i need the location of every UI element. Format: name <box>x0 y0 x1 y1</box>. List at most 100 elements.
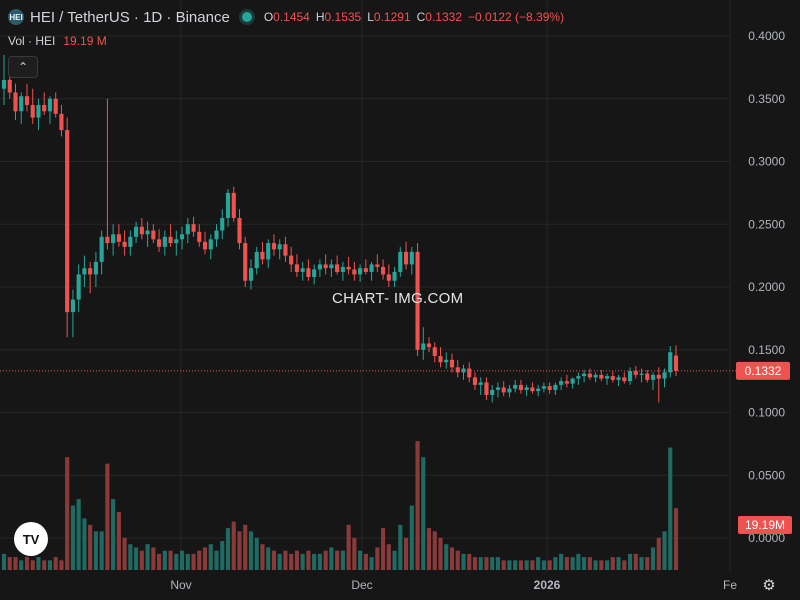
candle-body <box>134 226 139 237</box>
volume-value: 19.19 M <box>63 34 107 48</box>
candle-body <box>426 343 432 348</box>
volume-bar <box>335 550 340 570</box>
volume-bar <box>662 531 667 570</box>
candle-body <box>449 359 455 368</box>
candle-body <box>19 96 24 112</box>
candle-body <box>145 230 150 235</box>
volume-bar <box>70 505 75 570</box>
candle-body <box>421 343 426 350</box>
volume-bar <box>559 553 564 570</box>
candle-body <box>294 264 299 272</box>
volume-badge-label: 19.19M <box>745 518 785 532</box>
price-tick-label: 0.0500 <box>748 468 785 482</box>
price-axis[interactable]: 0.4000 0.3500 0.3000 0.2500 0.2000 0.1500 0.10… <box>736 29 792 545</box>
candle-body <box>593 374 598 378</box>
volume-bar <box>593 560 598 570</box>
volume-bar <box>214 550 219 570</box>
candle-body <box>381 266 386 275</box>
volume-bar <box>65 457 70 570</box>
candle-body <box>564 381 569 384</box>
volume-bar <box>484 557 489 570</box>
volume-bar <box>668 447 673 570</box>
candle-body <box>490 389 495 395</box>
candle-body <box>570 378 575 384</box>
volume-bar <box>518 560 523 570</box>
candle-body <box>467 368 472 378</box>
candle-body <box>157 239 162 247</box>
volume-bar <box>622 560 627 570</box>
candle-body <box>168 236 173 244</box>
candle-body <box>323 264 328 269</box>
volume-bar <box>237 531 242 570</box>
price-tick-label: 0.2500 <box>748 217 785 231</box>
price-tick-label: 0.0000 <box>748 531 785 545</box>
volume-name: Vol · HEI <box>8 34 56 48</box>
volume-bar <box>105 463 110 570</box>
tradingview-logo-icon[interactable]: TV <box>14 522 48 556</box>
volume-bar <box>501 560 506 570</box>
volume-bar <box>478 557 483 570</box>
candle-body <box>438 356 443 363</box>
candle-body <box>65 130 70 313</box>
candle-body <box>352 269 357 275</box>
candle-body <box>444 359 449 363</box>
volume-bar <box>312 553 317 570</box>
volume-bar <box>656 537 661 570</box>
candle-body <box>208 239 213 250</box>
candle-body <box>409 251 414 265</box>
volume-bar <box>432 531 437 570</box>
candle-body <box>605 376 610 379</box>
candle-body <box>266 243 271 260</box>
volume-bar <box>202 547 208 570</box>
volume-bar <box>444 544 449 570</box>
candle-body <box>254 251 259 269</box>
volume-bar <box>277 553 282 570</box>
volume-bar <box>541 560 546 570</box>
candle-body <box>36 105 41 118</box>
candle-body <box>484 382 489 395</box>
volume-bar <box>1 553 7 570</box>
volume-bar <box>24 557 30 570</box>
candle-body <box>662 372 667 379</box>
candle-body <box>587 373 592 378</box>
price-tick-label: 0.4000 <box>748 29 785 43</box>
candle-body <box>231 192 236 218</box>
candle-body <box>277 244 282 250</box>
candle-body <box>656 374 661 379</box>
candle-body <box>300 268 305 272</box>
volume-bar <box>145 544 150 570</box>
time-axis[interactable]: Nov Dec 2026 Fe <box>170 578 737 592</box>
price-tick-label: 0.1000 <box>748 406 785 420</box>
volume-bar <box>409 505 414 570</box>
symbol-title[interactable]: HEI / TetherUS · 1D · Binance <box>30 8 230 26</box>
candle-body <box>386 274 391 281</box>
volume-bar <box>576 553 581 570</box>
volume-bar <box>197 550 202 570</box>
volume-bar <box>53 557 58 570</box>
settings-gear-icon[interactable]: ⚙ <box>762 577 776 594</box>
candle-body <box>179 234 185 240</box>
volume-bar <box>467 553 472 570</box>
volume-bar <box>317 553 322 570</box>
volume-bar <box>599 560 604 570</box>
volume-bar <box>587 557 592 570</box>
volume-bar <box>271 550 277 570</box>
volume-bar <box>243 524 248 570</box>
volume-bar <box>639 557 644 570</box>
volume-bar <box>248 531 254 570</box>
volume-bar <box>134 547 139 570</box>
volume-legend: Vol · HEI 19.19 M <box>8 34 107 48</box>
volume-bar <box>254 537 259 570</box>
candle-body <box>518 384 523 390</box>
volume-bar <box>524 560 529 570</box>
candle-body <box>369 264 374 272</box>
volume-bar <box>392 550 397 570</box>
candle-body <box>122 241 127 247</box>
candle-body <box>53 98 58 114</box>
collapse-legend-button[interactable]: ⌃ <box>8 56 38 78</box>
volume-bar <box>111 499 116 570</box>
ohlc-open: O0.1454 <box>263 10 310 24</box>
volume-bar <box>128 544 133 570</box>
volume-bar <box>650 547 656 570</box>
